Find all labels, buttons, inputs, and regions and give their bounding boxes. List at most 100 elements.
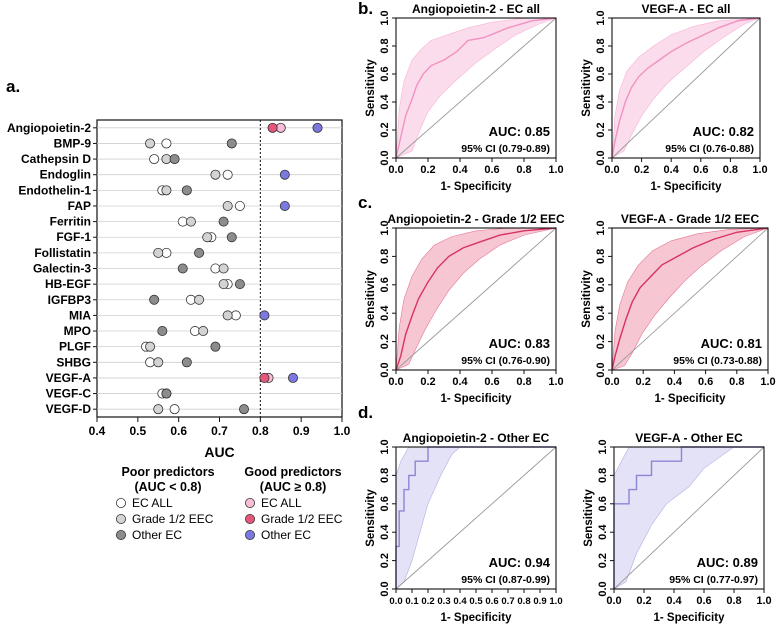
roc-y-tick-label: 0.6	[379, 277, 391, 292]
roc-y-tick-label: 0.6	[595, 277, 607, 292]
dot-2-0	[312, 122, 323, 133]
dot-2-8	[194, 247, 205, 258]
roc-curve	[611, 227, 769, 371]
roc-x-tick-label: 0.0	[389, 596, 402, 607]
roc-y-axis-label: Sensitivity	[365, 59, 377, 117]
roc-x-tick-label: 0.8	[517, 596, 530, 607]
roc-confidence-band	[611, 17, 761, 159]
legend-good-label: Other EC	[261, 528, 311, 542]
roc-y-tick-label: 0.4	[597, 524, 609, 540]
roc-y-axis-label: Sensitivity	[581, 270, 593, 328]
legend-good-title: Good predictors	[244, 465, 341, 479]
roc-frame	[611, 227, 769, 371]
roc-curve	[613, 446, 764, 589]
roc-panel-c2: VEGF-A - Grade 1/2 EEC 0.0 0.2 0.4 0.6 0.8 1.0…	[581, 212, 776, 405]
y-tick-label: Endoglin	[40, 168, 91, 182]
dot-2-16	[287, 372, 298, 383]
legend-poor-subtitle: (AUC < 0.8)	[134, 480, 201, 494]
dot-1-13	[198, 326, 209, 337]
dot-2-9	[177, 263, 188, 274]
roc-x-tick-label: 0.4	[667, 376, 683, 388]
dot-0-3	[222, 169, 233, 180]
dot-0-1	[161, 138, 172, 149]
roc-y-tick-label: 0.2	[595, 334, 607, 349]
x-tick-label: 0.7	[211, 424, 228, 438]
roc-curve	[611, 17, 761, 159]
roc-y-tick-label: 0.4	[379, 93, 391, 109]
y-tick-label: IGFBP3	[48, 293, 92, 307]
y-tick-label: MPO	[64, 324, 91, 338]
roc-x-tick-label: 0.8	[729, 376, 744, 388]
roc-x-tick-label: 0.4	[666, 595, 682, 607]
dot-1-1	[145, 138, 156, 149]
roc-frame	[395, 227, 557, 371]
roc-x-tick-label: 1.0	[548, 164, 563, 176]
dot-2-2	[169, 154, 180, 165]
roc-y-tick-label: 1.0	[379, 220, 391, 235]
dot-1-14	[145, 341, 156, 352]
roc-x-tick-label: 0.0	[388, 164, 403, 176]
legend-good-label: Grade 1/2 EEC	[261, 512, 343, 526]
roc-y-tick-label: 0.8	[379, 468, 391, 483]
legend-poor-marker	[116, 497, 127, 508]
roc-y-tick-label: 0.2	[379, 122, 391, 137]
panel-letter-b: b.	[358, 0, 373, 18]
roc-y-tick-label: 1.0	[597, 439, 609, 454]
roc-x-tick-label: 0.9	[533, 596, 546, 607]
dot-1-0	[267, 122, 278, 133]
dot-0-2	[149, 154, 160, 165]
roc-x-axis-label: 1- Specificity	[441, 181, 513, 193]
legend-good-marker	[244, 497, 255, 508]
legend-poor-marker	[116, 530, 127, 541]
legend-good-label: EC ALL	[261, 496, 302, 510]
roc-reference-diagonal	[395, 17, 557, 159]
dot-1-3	[210, 169, 221, 180]
x-tick-label: 0.9	[293, 424, 310, 438]
roc-x-tick-label: 0.2	[420, 164, 435, 176]
roc-x-tick-label: 0.0	[604, 376, 619, 388]
roc-y-tick-label: 0.8	[379, 249, 391, 264]
dot-2-1	[226, 138, 237, 149]
roc-auc-label: AUC: 0.85	[489, 124, 550, 139]
panel-letter-d: d.	[358, 403, 373, 422]
y-tick-label: SHBG	[56, 355, 91, 369]
roc-frame	[395, 17, 557, 159]
roc-y-tick-label: 0.0	[595, 150, 607, 165]
dot-2-15	[181, 357, 192, 368]
dot-2-6	[218, 216, 229, 227]
roc-x-tick-label: 1.0	[752, 164, 767, 176]
roc-x-tick-label: 0.6	[484, 376, 499, 388]
roc-title: Angiopoietin-2 - Other EC	[403, 431, 550, 445]
y-tick-label: VEGF-D	[46, 402, 92, 416]
roc-y-tick-label: 1.0	[595, 220, 607, 235]
roc-title: VEGF-A - Grade 1/2 EEC	[621, 212, 760, 226]
roc-y-axis-label: Sensitivity	[583, 489, 595, 547]
x-tick-label: 1.0	[334, 424, 351, 438]
y-tick-label: FAP	[68, 199, 91, 213]
y-tick-label: VEGF-C	[46, 387, 92, 401]
legend-good-marker	[244, 530, 255, 541]
legend-good-marker	[244, 514, 255, 525]
roc-x-tick-label: 0.0	[606, 595, 621, 607]
roc-title: VEGF-A - EC all	[642, 2, 731, 16]
roc-title: Angiopoietin-2 - Grade 1/2 EEC	[387, 212, 565, 226]
roc-x-axis-label: 1- Specificity	[441, 393, 513, 405]
roc-y-tick-label: 0.6	[379, 66, 391, 81]
roc-y-tick-label: 0.2	[595, 122, 607, 137]
roc-ci-label: 95% CI (0.76-0.88)	[665, 143, 754, 155]
roc-x-tick-label: 0.4	[452, 376, 468, 388]
roc-y-tick-label: 1.0	[595, 10, 607, 25]
roc-x-axis-label: 1- Specificity	[655, 393, 727, 405]
roc-x-tick-label: 0.8	[726, 595, 741, 607]
y-tick-label: FGF-1	[56, 230, 91, 244]
dot-2-4	[181, 185, 192, 196]
roc-x-tick-label: 0.6	[696, 595, 711, 607]
y-tick-label: Endothelin-1	[18, 183, 91, 197]
panel-letter-a: a.	[6, 77, 20, 96]
roc-title: Angiopoietin-2 - EC all	[412, 2, 540, 16]
roc-x-tick-label: 0.4	[664, 164, 680, 176]
dot-1-15	[153, 357, 164, 368]
roc-x-tick-label: 0.4	[453, 596, 467, 607]
roc-y-tick-label: 0.0	[379, 581, 391, 596]
